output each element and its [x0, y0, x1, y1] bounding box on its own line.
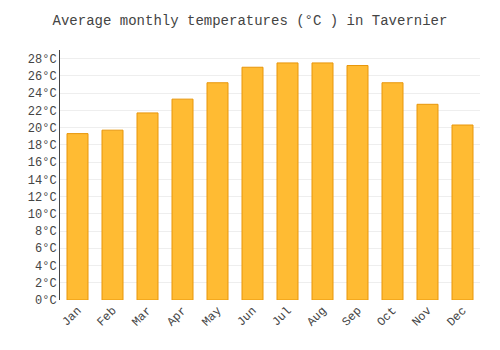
- svg-text:10°C: 10°C: [28, 208, 57, 222]
- svg-text:28°C: 28°C: [28, 53, 57, 67]
- svg-text:18°C: 18°C: [28, 139, 57, 153]
- svg-text:Dec: Dec: [444, 304, 469, 329]
- svg-text:8°C: 8°C: [35, 225, 57, 239]
- svg-text:2°C: 2°C: [35, 277, 57, 291]
- svg-text:20°C: 20°C: [28, 122, 57, 136]
- svg-text:16°C: 16°C: [28, 156, 57, 170]
- svg-text:Aug: Aug: [304, 304, 329, 329]
- svg-text:Jun: Jun: [234, 304, 259, 329]
- svg-text:Feb: Feb: [94, 304, 119, 329]
- svg-text:Jan: Jan: [59, 304, 84, 329]
- svg-text:6°C: 6°C: [35, 242, 57, 256]
- svg-text:May: May: [199, 304, 224, 329]
- svg-text:12°C: 12°C: [28, 191, 57, 205]
- svg-text:24°C: 24°C: [28, 87, 57, 101]
- svg-text:Jul: Jul: [269, 304, 294, 329]
- svg-text:26°C: 26°C: [28, 70, 57, 84]
- svg-text:Average monthly temperatures (: Average monthly temperatures (°C ) in Ta…: [53, 13, 448, 29]
- svg-text:4°C: 4°C: [35, 260, 57, 274]
- svg-text:14°C: 14°C: [28, 174, 57, 188]
- svg-text:Mar: Mar: [129, 304, 154, 329]
- svg-text:0°C: 0°C: [35, 294, 57, 308]
- svg-text:Sep: Sep: [339, 304, 364, 329]
- svg-text:Oct: Oct: [374, 304, 399, 329]
- svg-text:22°C: 22°C: [28, 105, 57, 119]
- svg-text:Apr: Apr: [164, 304, 189, 329]
- svg-text:Nov: Nov: [409, 304, 434, 329]
